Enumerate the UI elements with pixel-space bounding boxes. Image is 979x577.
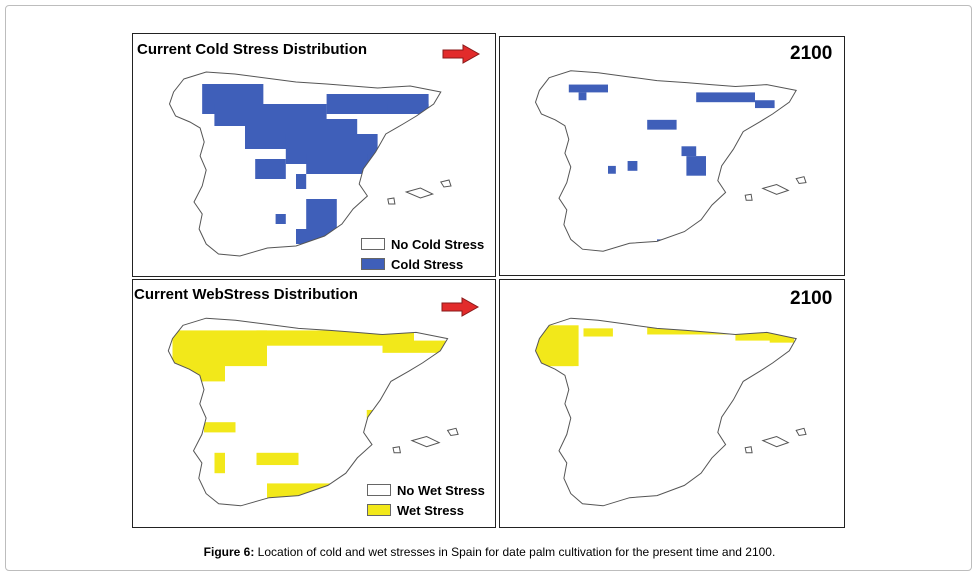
legend-item-wet-stress: Wet Stress xyxy=(367,500,485,520)
legend-item-no-wet-stress: No Wet Stress xyxy=(367,480,485,500)
island-outline xyxy=(761,183,790,195)
stress-area xyxy=(382,340,446,353)
spain-map-cold-current xyxy=(168,71,452,257)
spain-outline xyxy=(167,317,449,507)
stress-area xyxy=(647,119,677,130)
island-outline xyxy=(387,197,396,205)
stress-area xyxy=(578,92,587,101)
stress-area xyxy=(686,156,706,176)
spain-outline xyxy=(168,71,442,257)
island-outline xyxy=(404,187,435,199)
year-label: 2100 xyxy=(790,43,833,64)
spain-map-wet-current xyxy=(167,317,459,507)
stress-area xyxy=(267,483,330,506)
stress-area xyxy=(296,174,307,189)
island-outline xyxy=(440,179,452,188)
stress-area xyxy=(256,452,299,466)
island-outline xyxy=(410,435,441,448)
island-outline xyxy=(795,176,807,185)
island-outline xyxy=(744,193,753,201)
right-arrow-icon xyxy=(441,297,480,317)
stress-area xyxy=(172,350,225,382)
stress-area xyxy=(255,159,286,179)
year-label: 2100 xyxy=(790,288,833,309)
island-outline xyxy=(744,446,753,454)
spain-map-wet-2100 xyxy=(534,317,807,507)
island-outline xyxy=(446,427,459,437)
spain-map-cold-2100 xyxy=(534,70,807,252)
legend-item-cold-stress: Cold Stress xyxy=(361,254,484,274)
island-outline xyxy=(761,435,790,448)
stress-area xyxy=(769,334,795,343)
right-arrow-icon xyxy=(442,44,481,64)
stress-area xyxy=(549,340,574,367)
legend-swatch xyxy=(361,258,385,270)
legend-item-no-cold-stress: No Cold Stress xyxy=(361,234,484,254)
legend-swatch xyxy=(367,484,391,496)
spain-outline xyxy=(534,70,797,252)
legend-swatch xyxy=(367,504,391,516)
stress-area xyxy=(583,328,613,337)
panel-cold-current: Current Cold Stress Distribution No Cold… xyxy=(132,33,496,277)
figure-frame xyxy=(5,5,972,571)
stress-area xyxy=(696,92,755,103)
panel-wet-2100: 2100 xyxy=(499,279,845,528)
stress-area xyxy=(627,161,638,171)
legend-swatch xyxy=(361,238,385,250)
spain-outline xyxy=(534,317,797,507)
stress-area xyxy=(275,214,286,224)
panel-cold-2100: 2100 xyxy=(499,36,845,276)
panel-title: Current Cold Stress Distribution xyxy=(137,41,368,58)
island-outline xyxy=(795,427,807,437)
island-outline xyxy=(392,446,401,454)
stress-area xyxy=(387,104,429,114)
legend-wet: No Wet Stress Wet Stress xyxy=(367,480,485,520)
panel-wet-current: Current WebStress Distribution No Wet St… xyxy=(132,279,496,528)
stress-area xyxy=(755,100,775,109)
stress-area xyxy=(735,330,785,341)
stress-area xyxy=(204,422,236,433)
stress-area xyxy=(214,452,225,474)
figure-caption: Figure 6: Location of cold and wet stres… xyxy=(203,545,776,559)
panel-title: Current WebStress Distribution xyxy=(134,286,358,303)
legend-cold: No Cold Stress Cold Stress xyxy=(361,234,485,274)
stress-area xyxy=(608,165,616,174)
stress-area xyxy=(306,154,368,174)
stress-area xyxy=(568,84,608,93)
stress-area xyxy=(681,146,697,157)
